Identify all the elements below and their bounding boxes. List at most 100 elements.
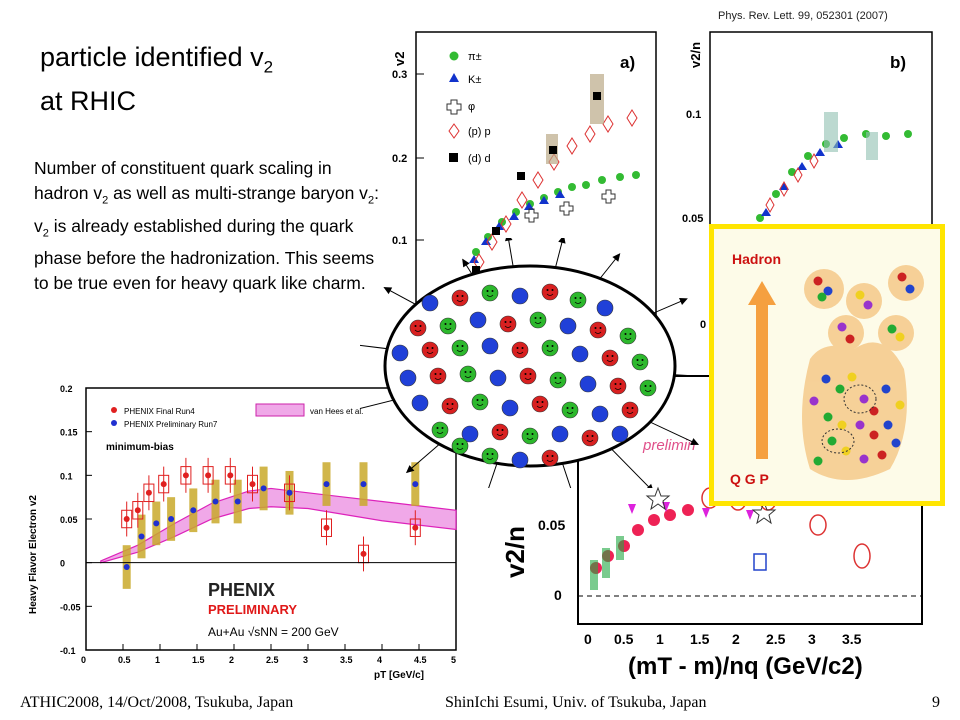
hf-xtick-label: 3 bbox=[303, 655, 308, 665]
legend-phi-marker bbox=[446, 99, 462, 115]
footer-event: ATHIC2008, 14/Oct/2008, Tsukuba, Japan bbox=[20, 694, 294, 711]
quark-face bbox=[524, 373, 527, 375]
bottom-right-xtick-7: 3.5 bbox=[842, 631, 862, 647]
phenix-logo-text: PHENIX bbox=[208, 580, 275, 600]
quark-face bbox=[464, 371, 467, 373]
quark-ball-red bbox=[519, 367, 537, 385]
quark-face bbox=[486, 453, 489, 455]
quark-ball-red bbox=[451, 289, 469, 307]
quark-face bbox=[456, 299, 464, 302]
quark-face bbox=[574, 297, 577, 299]
phenix-logo: PHENIX PRELIMINARY Au+Au √sNN = 200 GeV bbox=[208, 580, 339, 639]
inset-quark-dot bbox=[817, 292, 827, 302]
quark-ball-green bbox=[619, 327, 637, 345]
preliminary-partial-text: prelimin bbox=[642, 437, 696, 454]
legend-phi: φ bbox=[468, 101, 475, 113]
quark-face bbox=[446, 407, 454, 410]
outflow-arrow-head bbox=[646, 483, 653, 488]
quark-expansion-diagram bbox=[360, 238, 700, 488]
panel-a-ytick-1: 0.2 bbox=[392, 153, 407, 165]
inset-quark-dot bbox=[823, 412, 833, 422]
quark-face bbox=[599, 327, 602, 329]
quark-face bbox=[456, 349, 464, 352]
inset-quark-dot bbox=[813, 276, 823, 286]
quark-face bbox=[636, 359, 639, 361]
quark-face bbox=[546, 459, 554, 462]
quark-face bbox=[566, 411, 574, 414]
panel-a-legend: π± K± φ (p) p (d) d bbox=[446, 51, 491, 165]
inset-quark-dot bbox=[809, 396, 819, 406]
hf-run7-point bbox=[153, 520, 160, 527]
legend-proton: (p) p bbox=[468, 126, 491, 138]
quark-ball-green bbox=[481, 284, 499, 302]
quark-ball-blue bbox=[579, 375, 597, 393]
quark-face bbox=[536, 405, 544, 408]
hf-xtick-label: 2 bbox=[229, 655, 234, 665]
bottom-right-open-square bbox=[753, 553, 767, 571]
quark-face bbox=[524, 377, 532, 380]
hf-ytick-label: -0.1 bbox=[60, 646, 76, 656]
hf-run7-point bbox=[168, 516, 175, 522]
quark-face bbox=[636, 363, 644, 366]
quark-ball-blue bbox=[399, 369, 417, 387]
hf-run4-point bbox=[227, 472, 234, 479]
hf-run7-point bbox=[123, 564, 130, 571]
quark-face bbox=[456, 295, 459, 297]
panel-a-deuteron-points bbox=[472, 74, 604, 274]
inset-quark-dot bbox=[883, 420, 893, 430]
quark-face bbox=[414, 329, 422, 332]
legend-pion: π± bbox=[468, 51, 482, 63]
hf-run4-point bbox=[249, 481, 256, 488]
quark-face bbox=[456, 447, 464, 450]
quark-ball-green bbox=[569, 291, 587, 309]
quark-face bbox=[451, 403, 454, 405]
quark-ball-green bbox=[549, 371, 567, 389]
body-paragraph: Number of constituent quark scaling in h… bbox=[34, 158, 379, 293]
hadronization-inset: Hadron Q G P bbox=[709, 224, 945, 506]
hf-xtick-label: 1 bbox=[155, 655, 160, 665]
quark-ball-green bbox=[521, 427, 539, 445]
quark-face bbox=[486, 290, 489, 292]
legend-deuteron: (d) d bbox=[468, 153, 491, 165]
inset-quark-dot bbox=[869, 430, 879, 440]
bottom-right-green-band bbox=[590, 536, 624, 590]
hf-run4-point bbox=[134, 507, 141, 514]
inset-quark-dot bbox=[869, 406, 879, 416]
panel-b-ylabel: v2/n bbox=[688, 42, 703, 68]
quark-ball-red bbox=[531, 395, 549, 413]
quark-face bbox=[501, 429, 504, 431]
quark-face bbox=[526, 433, 529, 435]
quark-ball-green bbox=[451, 339, 469, 357]
quark-ball-green bbox=[459, 365, 477, 383]
quark-face bbox=[491, 453, 494, 455]
hf-run7-point bbox=[234, 498, 241, 505]
quark-ball-red bbox=[491, 423, 509, 441]
quark-face bbox=[481, 399, 484, 401]
bottom-right-xtick-2: 1 bbox=[656, 631, 664, 647]
quark-ball-blue bbox=[469, 311, 487, 329]
quark-face bbox=[644, 389, 652, 392]
quark-ball-green bbox=[471, 393, 489, 411]
hf-legend-run4-marker bbox=[111, 407, 117, 413]
quark-face bbox=[586, 435, 589, 437]
quark-face bbox=[461, 345, 464, 347]
panel-b-sys-box bbox=[824, 112, 838, 152]
quark-ball-red bbox=[609, 377, 627, 395]
inset-quark-dot bbox=[877, 450, 887, 460]
panel-b-ytick-0: 0.1 bbox=[686, 109, 701, 121]
quark-face bbox=[614, 383, 617, 385]
quark-face bbox=[579, 297, 582, 299]
hf-run7-point bbox=[212, 498, 219, 505]
quark-face bbox=[444, 323, 447, 325]
quark-face bbox=[551, 289, 554, 291]
bottom-right-xtick-0: 0 bbox=[584, 631, 592, 647]
quark-face bbox=[491, 290, 494, 292]
quark-face bbox=[591, 435, 594, 437]
quark-ball-green bbox=[439, 317, 457, 335]
quark-face bbox=[531, 433, 534, 435]
hf-ytick-label: -0.05 bbox=[60, 602, 81, 612]
quark-face bbox=[631, 407, 634, 409]
quark-face bbox=[586, 439, 594, 442]
quark-face bbox=[551, 455, 554, 457]
quark-face bbox=[436, 427, 439, 429]
